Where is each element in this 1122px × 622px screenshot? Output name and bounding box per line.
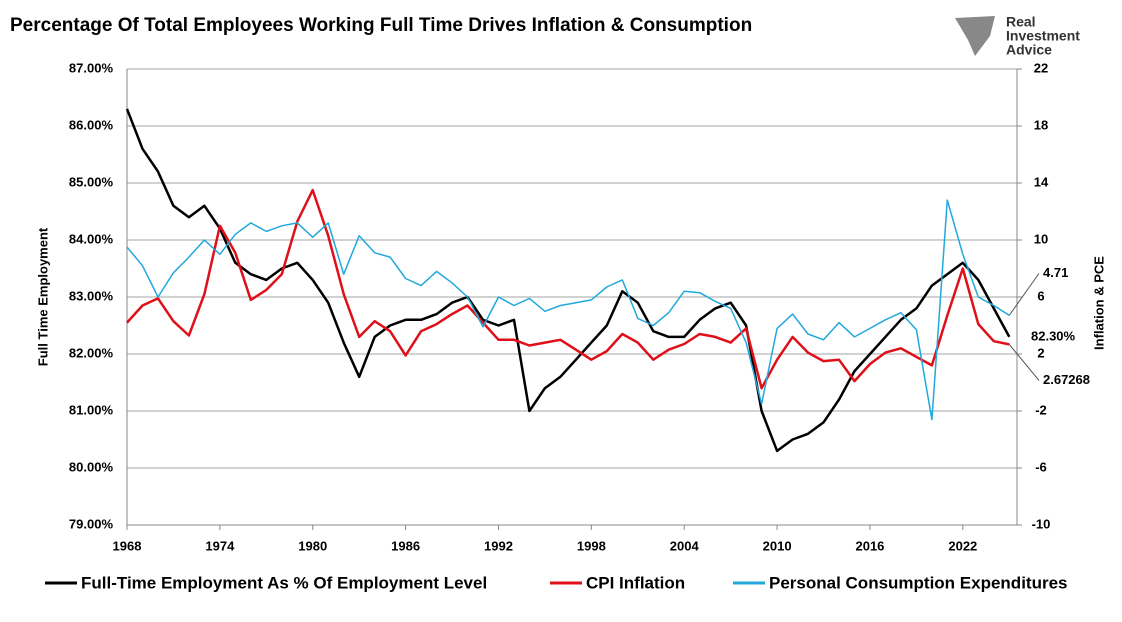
y-tick-label: 87.00% [69,60,114,75]
y2-tick-label: -2 [1035,402,1047,417]
y2-tick-label: -6 [1035,459,1047,474]
logo-text: Real [1006,14,1036,30]
end-value-label: 2.67268 [1043,372,1090,387]
legend-label: Full-Time Employment As % Of Employment … [81,573,487,592]
y2-tick-label: 14 [1034,174,1049,189]
y-tick-label: 85.00% [69,174,114,189]
logo-text: Advice [1006,42,1052,58]
x-tick-label: 1986 [391,538,420,553]
x-tick-label: 2010 [763,538,792,553]
x-tick-label: 2016 [855,538,884,553]
legend-label: CPI Inflation [586,573,685,592]
label-leader [1008,273,1040,316]
y-tick-label: 81.00% [69,402,114,417]
x-tick-label: 1968 [113,538,142,553]
y2-tick-label: 18 [1034,117,1048,132]
series-line [126,199,1010,421]
x-tick-label: 1998 [577,538,606,553]
y-tick-label: 80.00% [69,459,114,474]
x-tick-label: 2022 [948,538,977,553]
y-axis-title: Full Time Employment [35,227,50,366]
logo-icon [955,16,995,56]
series-line [126,188,1010,390]
label-leader [1008,344,1040,381]
legend-label: Personal Consumption Expenditures [769,573,1068,592]
y2-tick-label: 2 [1037,345,1044,360]
series-line [125,108,1011,453]
y-tick-label: 84.00% [69,231,114,246]
y-tick-label: 79.00% [69,516,114,531]
y2-tick-label: -10 [1032,516,1051,531]
y2-tick-label: 22 [1034,60,1048,75]
y2-axis-title: Inflation & PCE [1091,256,1106,350]
y-tick-label: 86.00% [69,117,114,132]
x-tick-label: 1974 [205,538,235,553]
end-value-label: 4.71 [1043,265,1068,280]
x-tick-label: 1992 [484,538,513,553]
logo-text: Investment [1006,28,1080,44]
y2-tick-label: 6 [1037,288,1044,303]
y2-tick-label: 10 [1034,231,1048,246]
end-value-label: 82.30% [1031,328,1076,343]
x-tick-label: 1980 [298,538,327,553]
x-tick-label: 2004 [670,538,700,553]
chart-title: Percentage Of Total Employees Working Fu… [10,15,752,36]
y-tick-label: 83.00% [69,288,114,303]
y-tick-label: 82.00% [69,345,114,360]
